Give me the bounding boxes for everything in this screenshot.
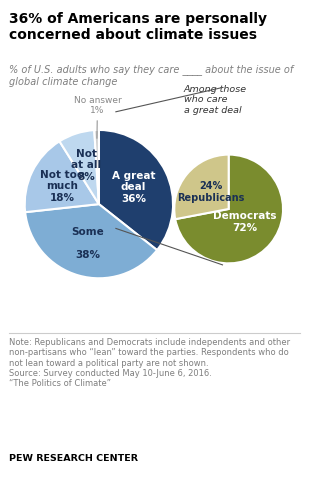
Wedge shape bbox=[25, 204, 157, 278]
Wedge shape bbox=[94, 130, 99, 204]
Text: Not
at all
8%: Not at all 8% bbox=[71, 149, 101, 182]
Text: % of U.S. adults who say they care ____ about the issue of
global climate change: % of U.S. adults who say they care ____ … bbox=[9, 64, 294, 87]
Text: Some

38%: Some 38% bbox=[71, 227, 104, 260]
Wedge shape bbox=[175, 155, 283, 263]
Wedge shape bbox=[25, 141, 99, 212]
Text: 24%
Republicans: 24% Republicans bbox=[177, 181, 245, 203]
Wedge shape bbox=[99, 130, 173, 250]
Text: A great
deal
36%: A great deal 36% bbox=[112, 171, 155, 204]
Text: Note: Republicans and Democrats include independents and other
non-partisans who: Note: Republicans and Democrats include … bbox=[9, 338, 290, 388]
Text: PEW RESEARCH CENTER: PEW RESEARCH CENTER bbox=[9, 454, 138, 464]
Text: 36% of Americans are personally
concerned about climate issues: 36% of Americans are personally concerne… bbox=[9, 12, 267, 42]
Wedge shape bbox=[174, 155, 229, 219]
Text: Among those
who care
a great deal: Among those who care a great deal bbox=[184, 85, 247, 115]
Text: Democrats
72%: Democrats 72% bbox=[213, 211, 276, 233]
Wedge shape bbox=[60, 130, 99, 204]
Text: No answer
1%: No answer 1% bbox=[74, 96, 121, 139]
Text: Not too
much
18%: Not too much 18% bbox=[40, 170, 84, 203]
